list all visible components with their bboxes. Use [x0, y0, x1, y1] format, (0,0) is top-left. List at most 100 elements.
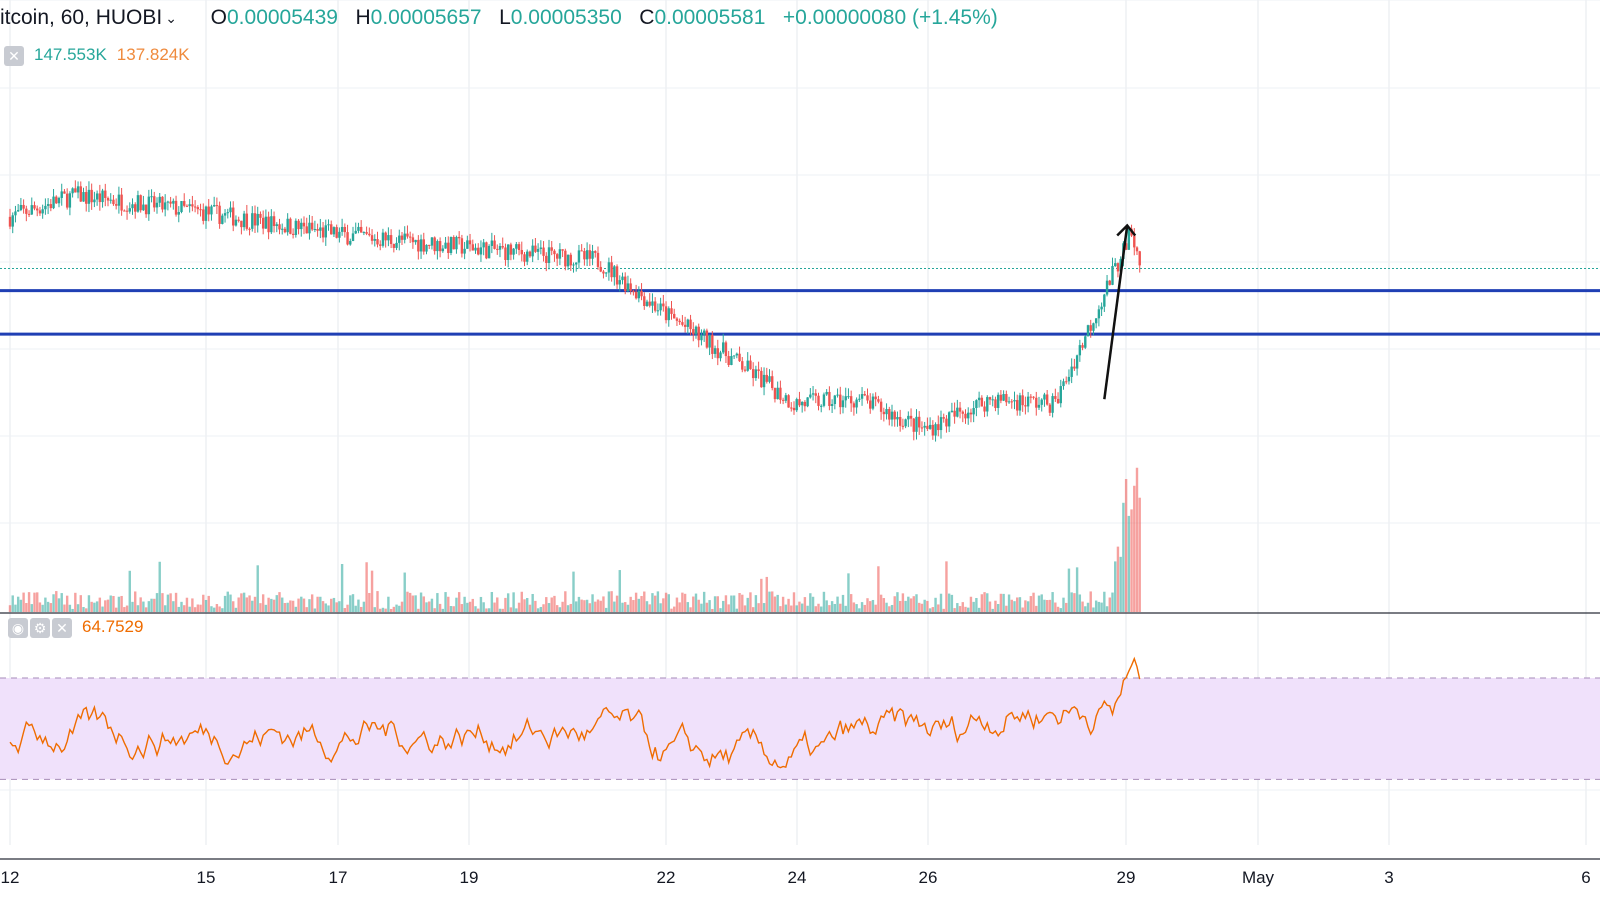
volume-bar: [1021, 607, 1024, 612]
candle-body: [455, 236, 458, 250]
volume-bar: [253, 596, 257, 612]
candle-body: [490, 240, 494, 246]
volume-bar: [1084, 606, 1087, 612]
candle-body: [183, 201, 186, 206]
volume-bar: [564, 591, 567, 612]
volume-bar: [65, 595, 69, 612]
candle-body: [302, 222, 306, 227]
candle-body: [795, 399, 798, 411]
volume-bar: [52, 594, 55, 612]
volume-bar: [455, 597, 458, 612]
volume-bar: [594, 601, 597, 612]
volume-bar: [817, 603, 820, 612]
candle-body: [414, 239, 417, 243]
volume-bar: [240, 593, 243, 612]
volume-bar: [607, 591, 611, 612]
volume-bar: [444, 592, 447, 612]
candle-body: [1035, 397, 1038, 408]
candle-body: [784, 395, 788, 401]
candle-body: [199, 209, 202, 211]
candle-body: [645, 301, 649, 307]
candle-body: [343, 226, 347, 233]
candle-body: [406, 233, 409, 237]
candle-body: [1002, 394, 1005, 401]
volume-bar: [463, 596, 466, 612]
candle-body: [433, 237, 436, 252]
chevron-down-icon[interactable]: ⌄: [165, 9, 177, 26]
candle-body: [289, 218, 292, 234]
volume-bar: [354, 605, 357, 612]
volume-bar: [1007, 594, 1011, 612]
volume-bar: [580, 599, 583, 612]
volume-bar: [403, 572, 406, 612]
volume-bar: [392, 606, 396, 612]
volume-bar: [422, 596, 425, 612]
volume-bar: [1135, 467, 1139, 612]
candle-body: [373, 239, 376, 241]
volume-bar: [136, 605, 140, 612]
candle-body: [790, 407, 793, 409]
symbol-label[interactable]: itcoin, 60, HUOBI: [0, 6, 163, 29]
volume-bar: [302, 598, 306, 612]
candle-body: [523, 254, 526, 262]
volume-bar: [621, 602, 624, 612]
volume-bar: [433, 608, 436, 612]
candle-body: [419, 239, 423, 252]
candle-body: [771, 376, 774, 389]
volume-bar: [988, 601, 992, 612]
volume-bar: [180, 601, 183, 612]
volume-bar: [961, 602, 964, 612]
candle-body: [161, 196, 164, 210]
candle-body: [907, 415, 910, 420]
candle-body: [125, 210, 129, 212]
candle-body: [988, 397, 992, 400]
volume-bar: [428, 601, 431, 612]
candle-body: [836, 394, 839, 396]
candle-body: [730, 356, 733, 365]
volume-bar: [272, 599, 276, 612]
volume-bar: [242, 592, 246, 612]
volume-bar: [855, 604, 858, 612]
volume-bar: [1092, 607, 1095, 612]
volume-bar: [1086, 602, 1090, 612]
candle-body: [1067, 376, 1071, 382]
candle-body: [659, 303, 662, 311]
candle-body: [1116, 263, 1120, 272]
candle-body: [234, 219, 238, 226]
candle-body: [33, 205, 36, 209]
volume-bar: [308, 599, 311, 612]
volume-bar: [1138, 497, 1141, 612]
eye-icon[interactable]: ◉: [8, 617, 28, 638]
volume-bar: [291, 600, 295, 612]
candle-body: [634, 292, 638, 299]
candle-body: [501, 246, 504, 248]
candle-body: [346, 232, 349, 245]
volume-bar: [923, 599, 926, 612]
volume-bar: [860, 602, 864, 612]
candle-body: [776, 387, 779, 400]
volume-bar: [414, 595, 417, 612]
volume-bar: [1100, 602, 1103, 612]
volume-bar: [14, 604, 17, 612]
volume-bar: [849, 594, 853, 612]
candle-body: [561, 249, 564, 251]
close-icon[interactable]: ✕: [4, 45, 24, 66]
candle-body: [313, 228, 317, 230]
volume-bar: [343, 608, 347, 612]
candle-body: [425, 244, 428, 252]
close-icon[interactable]: ✕: [52, 617, 72, 638]
candle-body: [817, 395, 820, 406]
candle-body: [357, 226, 360, 231]
candle-body: [272, 216, 276, 227]
volume-bar: [629, 596, 632, 612]
volume-bar: [319, 596, 322, 612]
volume-bar: [1108, 597, 1111, 612]
volume-bar: [585, 599, 589, 612]
candle-body: [123, 210, 126, 212]
gear-icon[interactable]: ⚙: [30, 617, 50, 638]
volume-bar: [953, 608, 956, 612]
volume-bar: [830, 601, 834, 612]
candle-body: [575, 262, 578, 265]
candle-body: [76, 186, 80, 193]
